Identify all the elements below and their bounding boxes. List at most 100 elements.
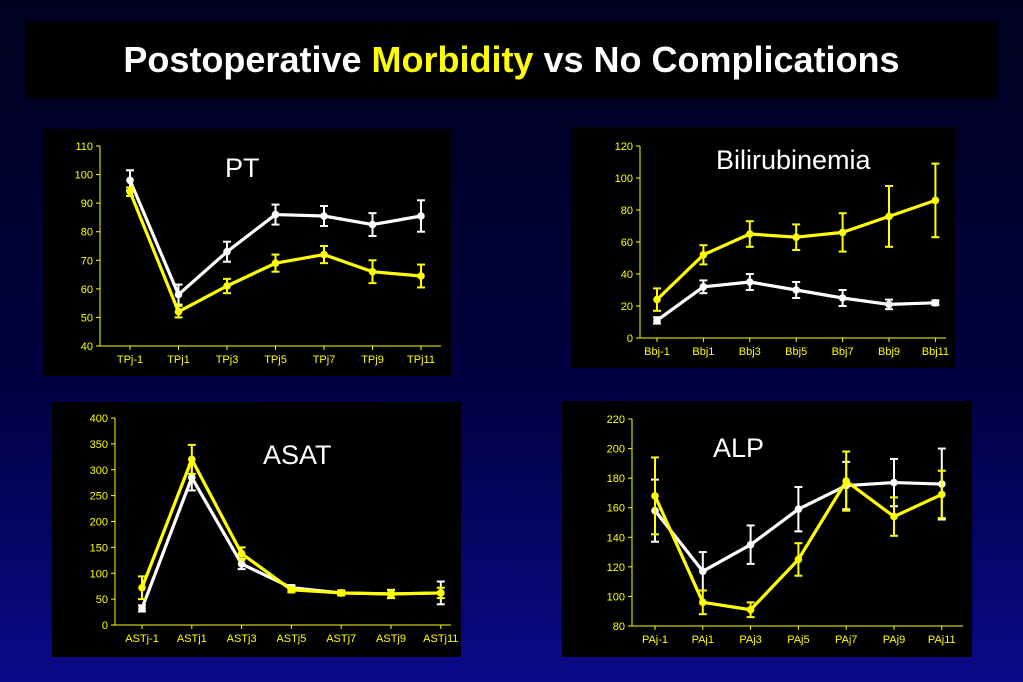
slide-title: Postoperative Morbidity vs No Complicati… (25, 22, 998, 98)
chart-panel-pt: 40 50 60 70 80 90 100 110 TPj-1 TPj1 TPj3 TPj5 TPj7 T… (43, 129, 451, 376)
data-point (746, 540, 755, 549)
y-tick-label: 80 (621, 205, 633, 217)
y-tick-label: 350 (90, 439, 108, 451)
x-tick-label: ASTj-1 (125, 633, 159, 645)
data-point (320, 250, 328, 259)
y-tick-label: 400 (90, 413, 108, 425)
x-tick-label: PAj-1 (642, 634, 668, 646)
y-tick-label: 50 (96, 594, 108, 606)
chart-panel-bilirubinemia: 0 20 40 60 80 100 120 Bbj-1 Bbj1 Bbj3 Bbj5 Bbj7 Bbj9… (571, 127, 955, 368)
x-tick-label: PAj9 (883, 634, 905, 646)
x-tick-label: Bbj11 (922, 346, 949, 358)
y-tick-label: 60 (81, 284, 93, 296)
data-point (794, 555, 803, 564)
y-tick-label: 160 (607, 503, 625, 515)
series-morbidity-alp (651, 450, 946, 619)
data-point (188, 473, 196, 482)
y-tick-label: 50 (81, 312, 93, 324)
chart-title-alp: ALP (713, 433, 765, 463)
data-point (699, 567, 707, 576)
data-point (651, 492, 659, 500)
data-point (792, 233, 800, 241)
y-tick-label: 80 (613, 621, 625, 633)
x-tick-label: TPj5 (264, 354, 287, 366)
data-point (746, 605, 755, 614)
series-morbidity-pt (126, 186, 425, 319)
y-tick-label: 40 (81, 341, 93, 353)
series-morbidity-bilirubinemia (653, 162, 940, 312)
y-tick-label: 60 (621, 237, 633, 249)
data-point (126, 176, 134, 185)
chart-title-pt: PT (225, 153, 260, 183)
x-tick-label: ASTj11 (423, 633, 458, 645)
data-point (699, 251, 708, 259)
x-tick-label: ASTj5 (276, 633, 306, 645)
series-morbidity-asat (138, 443, 445, 601)
y-tick-label: 180 (607, 473, 625, 485)
x-tick-label: PAj5 (787, 634, 809, 646)
chart-bilirubinemia: 0 20 40 60 80 100 120 Bbj-1 Bbj1 Bbj3 Bbj5 Bbj7 Bbj9… (615, 141, 949, 358)
y-tick-label: 20 (621, 301, 633, 313)
data-point (746, 278, 754, 286)
data-point (368, 220, 377, 229)
data-point (387, 590, 395, 598)
data-point (126, 187, 134, 196)
x-tick-label: Bbj3 (739, 346, 761, 358)
data-point (271, 259, 280, 267)
data-point (699, 283, 708, 291)
y-tick-label: 100 (615, 173, 633, 185)
series-line (140, 457, 441, 596)
data-point (938, 490, 946, 499)
y-tick-label: 90 (81, 198, 93, 210)
title-part-2: vs No Complications (533, 39, 900, 80)
y-tick-label: 220 (607, 414, 625, 426)
series-line (128, 179, 422, 297)
title-part-1: Postoperative (123, 39, 372, 80)
y-tick-label: 250 (90, 491, 108, 503)
y-tick-label: 120 (607, 562, 625, 574)
y-tick-label: 100 (75, 170, 93, 182)
data-point (437, 589, 445, 597)
data-point (838, 228, 847, 237)
chart-alp: 80 100 120 140 160 180 200 220 PAj-1 PAj1 PAj3 PAj5… (607, 414, 963, 646)
x-tick-label: ASTj7 (326, 633, 356, 645)
chart-title-bilirubinemia: Bilirubinemia (716, 145, 871, 175)
x-tick-label: ASTj9 (376, 633, 406, 645)
data-point (653, 316, 661, 325)
y-tick-label: 100 (90, 568, 108, 580)
x-tick-label: TPj7 (313, 354, 336, 366)
x-tick-label: PAj1 (692, 634, 714, 646)
data-point (838, 294, 847, 302)
y-tick-label: 200 (607, 444, 625, 456)
x-tick-label: Bbj1 (692, 346, 714, 358)
y-tick-label: 200 (90, 517, 108, 529)
data-point (287, 586, 296, 594)
series-no-complications-bilirubinemia (653, 273, 940, 325)
x-tick-label: TPj-1 (117, 354, 143, 366)
x-tick-label: TPj9 (361, 354, 384, 366)
data-point (174, 290, 183, 299)
data-point (368, 267, 377, 276)
chart-pt: 40 50 60 70 80 90 100 110 TPj-1 TPj1 TPj3 TPj5 TPj7 T… (75, 141, 441, 366)
x-tick-label: Bbj7 (832, 346, 854, 358)
y-tick-label: 70 (81, 255, 93, 267)
x-tick-label: PAj3 (739, 634, 761, 646)
data-point (174, 307, 183, 316)
y-tick-label: 0 (627, 333, 633, 345)
y-tick-label: 40 (621, 269, 633, 281)
x-tick-label: TPj3 (216, 354, 239, 366)
data-point (271, 210, 280, 219)
data-point (699, 598, 707, 607)
data-point (885, 212, 893, 221)
data-point (746, 230, 754, 238)
data-point (188, 455, 196, 464)
data-point (794, 505, 803, 513)
x-tick-label: ASTj3 (227, 633, 257, 645)
x-tick-label: ASTj1 (177, 633, 207, 645)
chart-asat: 0 50 100 150 200 250 300 350 400 ASTj-1 ASTj1 ASTj3… (90, 413, 459, 645)
data-point (885, 300, 893, 309)
data-point (138, 583, 146, 592)
data-point (931, 299, 940, 307)
series-no-complications-pt (126, 169, 425, 306)
data-point (931, 196, 940, 205)
